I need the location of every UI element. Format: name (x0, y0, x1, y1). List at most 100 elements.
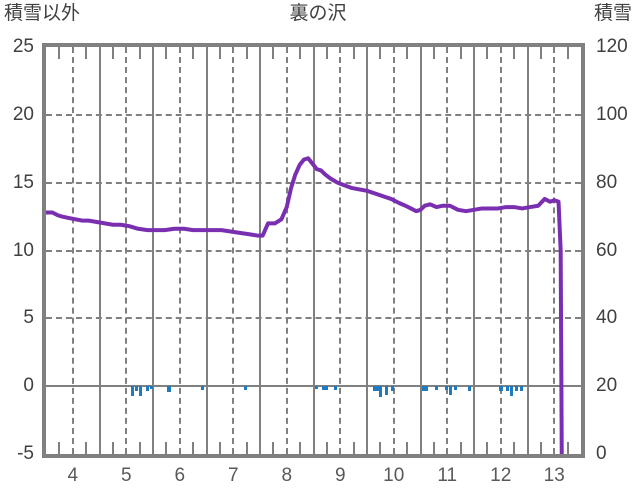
gridline-half-month (553, 47, 556, 454)
snow-depth-bar (135, 386, 139, 391)
snow-depth-bar (498, 386, 503, 391)
axis-tick-mark (111, 47, 114, 59)
snow-depth-bar (325, 386, 329, 391)
snow-depth-bar (505, 386, 509, 391)
gridline-month (312, 47, 315, 454)
axis-tick-mark (85, 442, 88, 454)
left-axis-tick-label: 10 (12, 239, 34, 261)
gridline-month (152, 47, 154, 454)
axis-tick-mark (138, 47, 141, 59)
gridline-half-month (285, 47, 288, 454)
snow-depth-bar (139, 386, 143, 396)
snow-depth-bar (519, 386, 523, 391)
x-axis-tick-label: 5 (120, 465, 132, 486)
axis-tick-mark (138, 442, 141, 454)
right-axis-tick-label: 40 (596, 307, 618, 329)
axis-tick-mark (459, 442, 462, 454)
left-axis-tick-label: 20 (12, 103, 34, 125)
temperature-line-path (46, 156, 564, 454)
axis-tick-mark (299, 47, 302, 59)
right-axis-tick-label: 80 (596, 171, 618, 193)
left-axis-tick-label: 5 (23, 307, 34, 329)
axis-tick-mark (539, 442, 542, 454)
axis-tick-mark (272, 442, 275, 454)
snow-depth-bar (444, 386, 448, 391)
axis-tick-mark (406, 442, 409, 454)
axis-tick-mark (432, 442, 435, 454)
right-axis-tick-label: 120 (596, 36, 628, 57)
gridline-half-month (446, 47, 449, 454)
snow-depth-bar (200, 386, 204, 390)
axis-tick-mark (406, 47, 409, 59)
snow-depth-bar (421, 386, 425, 391)
axis-tick-mark (325, 47, 328, 59)
plot-area (42, 43, 585, 458)
axis-tick-mark (272, 47, 275, 59)
gridline-month (473, 47, 475, 454)
temperature-line-series (46, 156, 564, 454)
axis-tick-mark (459, 47, 462, 59)
axis-tick-mark (85, 47, 88, 59)
axis-tick-mark (218, 442, 221, 454)
gridline-month (419, 47, 422, 454)
axis-tick-mark (566, 47, 569, 59)
snow-depth-bar (509, 386, 513, 396)
right-axis-tick-label: 60 (596, 239, 618, 261)
snow-depth-bar (448, 386, 452, 395)
left-axis-tick-label: -5 (17, 443, 34, 464)
gridline-month (205, 47, 208, 454)
right-axis-tick-label: 20 (596, 375, 618, 397)
gridline-half-month (71, 47, 74, 454)
gridline-month (366, 47, 368, 454)
snow-depth-bar (146, 386, 150, 391)
snow-depth-bar (435, 386, 439, 390)
snow-depth-bar (131, 386, 135, 396)
snow-depth-bar (149, 386, 153, 389)
right-axis-title: 積雪 (593, 3, 632, 24)
x-axis-tick-label: 4 (67, 465, 79, 486)
axis-tick-mark (165, 47, 168, 59)
left-axis-title: 積雪以外 (4, 3, 81, 24)
axis-tick-mark (58, 442, 61, 454)
right-axis-tick-label: 0 (596, 443, 607, 464)
axis-tick-mark (513, 47, 516, 59)
left-axis-tick-label: 0 (23, 375, 34, 397)
axis-tick-mark (352, 47, 355, 59)
snow-depth-bar (379, 386, 383, 397)
axis-tick-mark (379, 47, 382, 59)
gridline-half-month (339, 47, 342, 454)
gridline-month (98, 47, 101, 454)
left-axis-tick-label: 15 (12, 171, 34, 193)
snow-depth-bar (243, 386, 247, 390)
gridline-half-month (392, 47, 395, 454)
gridline-half-month (125, 47, 128, 454)
snow-depth-bar (515, 386, 519, 391)
snow-depth-bar (372, 386, 380, 391)
axis-tick-mark (165, 442, 168, 454)
x-axis-tick-label: 9 (334, 465, 346, 486)
snow-depth-bar (468, 386, 472, 391)
axis-tick-mark (486, 47, 489, 59)
gridline-month (259, 47, 261, 454)
axis-tick-mark (432, 47, 435, 59)
x-axis-tick-label: 13 (543, 465, 565, 486)
x-axis-tick-label: 7 (227, 465, 239, 486)
axis-tick-mark (325, 442, 328, 454)
gridline-half-month (232, 47, 235, 454)
axis-tick-mark (58, 47, 61, 59)
axis-tick-mark (486, 442, 489, 454)
axis-tick-mark (299, 442, 302, 454)
right-axis-tick-label: 100 (596, 103, 628, 125)
axis-tick-mark (192, 47, 195, 59)
x-axis-tick-label: 10 (383, 465, 405, 486)
left-axis-tick-label: 25 (12, 36, 34, 57)
axis-tick-mark (513, 442, 516, 454)
gridline-half-month (499, 47, 502, 454)
x-axis-tick-label: 12 (490, 465, 512, 486)
snow-depth-bar (384, 386, 388, 395)
axis-tick-mark (566, 442, 569, 454)
snow-depth-bar (425, 386, 429, 391)
gridline-half-month (178, 47, 181, 454)
axis-tick-mark (352, 442, 355, 454)
